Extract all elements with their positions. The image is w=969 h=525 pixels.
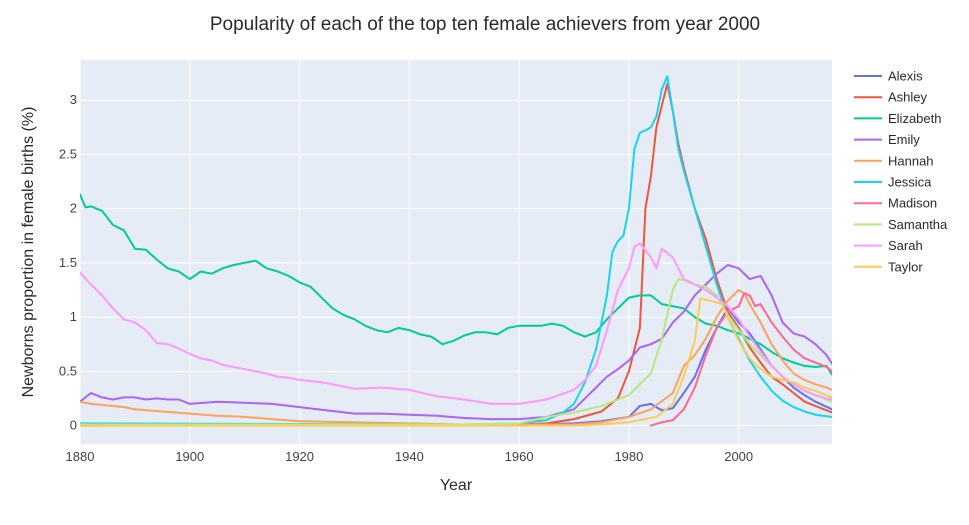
legend-label-jessica: Jessica [888,175,932,190]
legend-label-elizabeth: Elizabeth [888,111,941,126]
plot-area [80,60,832,444]
x-tick-label: 1920 [285,449,314,464]
series-line-jessica [80,75,832,426]
x-axis-title: Year [440,477,473,494]
y-tick-label: 0 [70,418,77,433]
series-layer [80,75,832,427]
grid [79,60,832,444]
legend-label-hannah: Hannah [888,153,934,168]
y-tick-label: 2.5 [59,146,77,161]
series-line-emily [80,264,832,421]
series-line-madison [649,292,832,427]
legend-label-taylor: Taylor [888,259,923,274]
chart-title: Popularity of each of the top ten female… [210,14,760,35]
y-tick-label: 0.5 [59,363,77,378]
legend-label-sarah: Sarah [888,238,923,253]
series-line-taylor [80,297,832,427]
x-tick-label: 1960 [505,449,534,464]
series-line-elizabeth [80,193,832,376]
y-tick-label: 3 [70,92,77,107]
y-tick-label: 2 [70,201,77,216]
y-axis-ticks: 0 0.5 1 1.5 2 2.5 3 [59,92,77,432]
x-tick-label: 1980 [614,449,643,464]
series-line-sarah [80,242,832,405]
series-line-hannah [80,289,832,426]
x-axis-ticks: 1880 1900 1920 1940 1960 1980 2000 [66,449,754,464]
legend-label-madison: Madison [888,196,937,211]
y-tick-label: 1.5 [59,255,77,270]
y-axis-title: Newborns proportion in female births (%) [20,107,37,398]
y-tick-label: 1 [70,309,77,324]
legend-label-emily: Emily [888,132,920,147]
x-tick-label: 1880 [66,449,95,464]
x-tick-label: 2000 [724,449,753,464]
legend: Alexis Ashley Elizabeth Emily Hannah Jessica M… [854,69,948,274]
x-tick-label: 1900 [175,449,204,464]
legend-label-ashley: Ashley [888,90,928,105]
x-tick-label: 1940 [395,449,424,464]
legend-label-samantha: Samantha [888,217,948,232]
legend-label-alexis: Alexis [888,69,923,84]
